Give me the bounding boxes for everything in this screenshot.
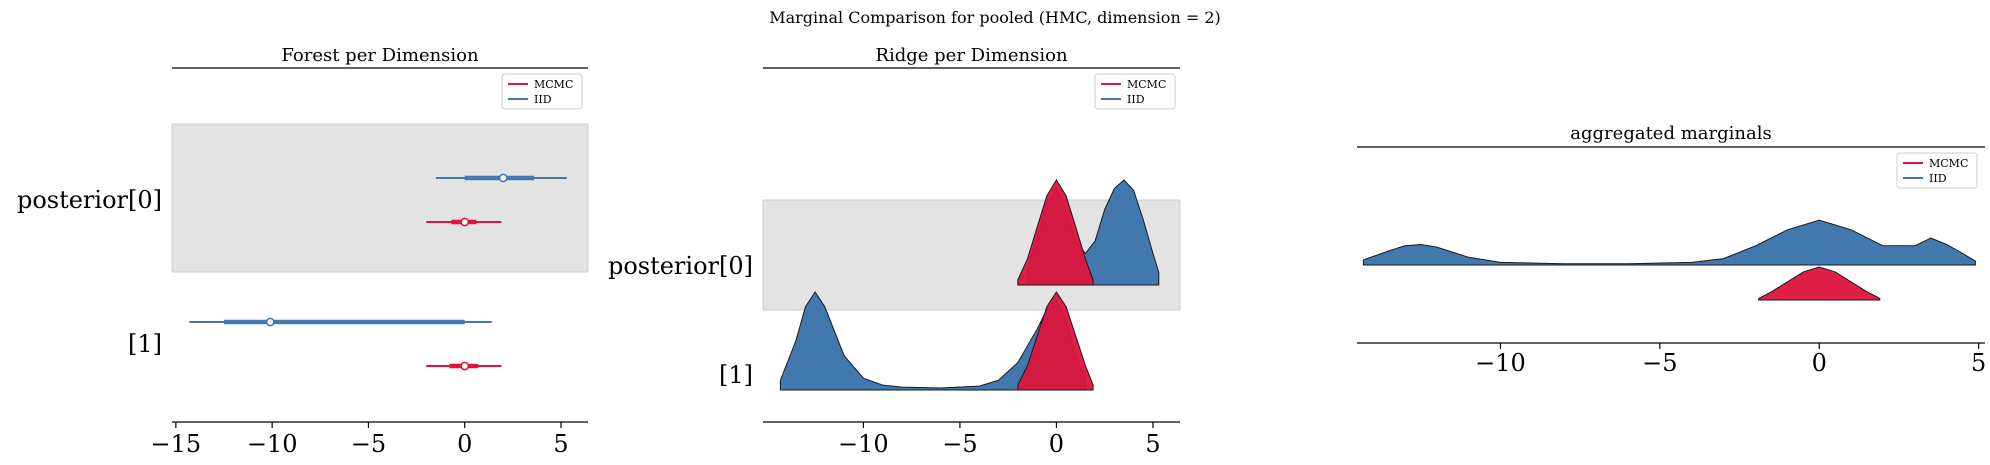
legend-2: MCMC IID [1094, 73, 1176, 110]
figure-suptitle: Marginal Comparison for pooled (HMC, dim… [769, 8, 1221, 27]
legend-3: MCMC IID [1896, 152, 1978, 189]
x-tick-label: −10 [1475, 349, 1526, 377]
x-tick-label: −10 [838, 430, 889, 458]
legend-frame [501, 73, 583, 110]
median-point-iid [498, 173, 508, 183]
row-label: posterior[0] [608, 252, 753, 280]
legend-1: MCMC IID [501, 73, 583, 110]
legend-label-mcmc: MCMC [534, 78, 573, 91]
row-label: [1] [719, 361, 753, 389]
legend-label-iid: IID [534, 93, 552, 106]
x-tick-label: 0 [457, 430, 472, 458]
x-tick-label: 5 [553, 430, 568, 458]
panel-1: Forest per Dimension −15 −10 −5 0 5 posterior[… [17, 45, 589, 458]
panel-3: aggregated marginals −10 −5 0 5 [1357, 123, 1986, 377]
panel-2: Ridge per Dimension −10 −5 0 5 posterior[0] [1… [608, 45, 1181, 458]
x-tick-label: 5 [1971, 349, 1986, 377]
row-shade-band [171, 123, 589, 273]
x-tick-label: −10 [247, 430, 298, 458]
panel-title: Ridge per Dimension [875, 45, 1068, 66]
x-tick-label: −15 [151, 430, 202, 458]
legend-label-iid: IID [1929, 172, 1947, 185]
legend-frame [1896, 152, 1978, 189]
legend-label-mcmc: MCMC [1127, 78, 1166, 91]
ridge-mcmc [1017, 179, 1094, 286]
x-tick-label: 5 [1145, 430, 1160, 458]
x-tick-label: −5 [351, 430, 386, 458]
legend-label-mcmc: MCMC [1929, 157, 1968, 170]
x-tick-label: 0 [1812, 349, 1827, 377]
legend-frame [1094, 73, 1176, 110]
ridge-iid [1362, 219, 1976, 266]
row-label: posterior[0] [17, 186, 162, 214]
ridge-mcmc [1017, 291, 1094, 391]
ridge-mcmc [1758, 266, 1881, 301]
legend-label-iid: IID [1127, 93, 1145, 106]
x-tick-label: −5 [1642, 349, 1677, 377]
median-point-iid [265, 317, 275, 327]
median-point-mcmc [460, 217, 470, 227]
panel-title: aggregated marginals [1570, 123, 1771, 144]
x-tick-label: 0 [1049, 430, 1064, 458]
panel-title: Forest per Dimension [281, 45, 479, 66]
row-label: [1] [128, 330, 162, 358]
x-tick-label: −5 [942, 430, 977, 458]
median-point-mcmc [460, 361, 470, 371]
